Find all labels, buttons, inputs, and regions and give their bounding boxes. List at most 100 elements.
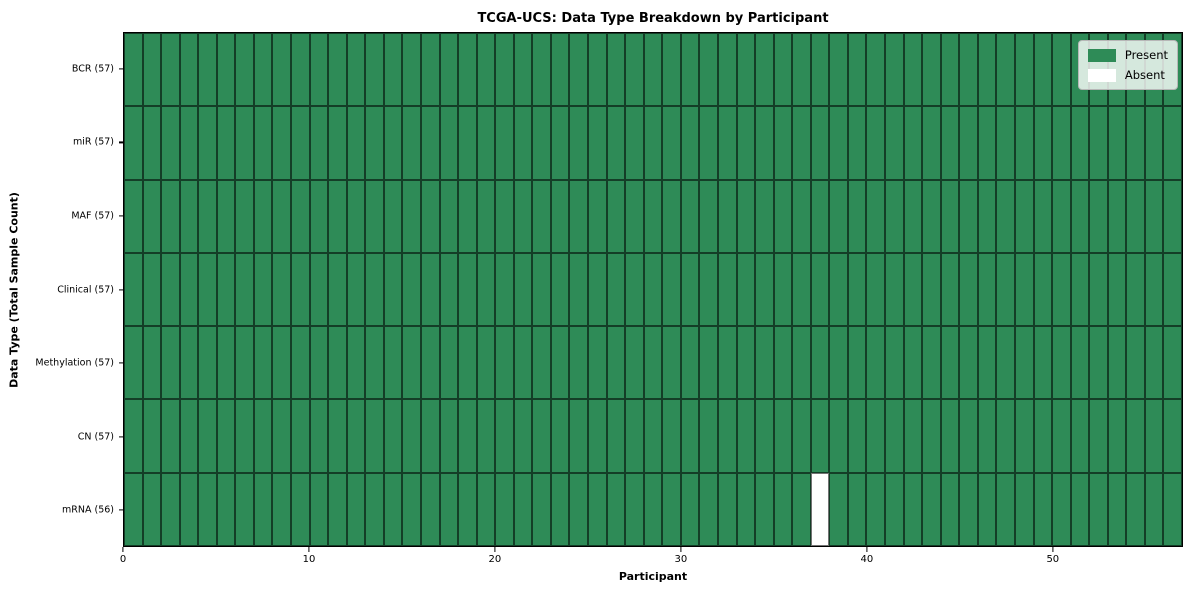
y-axis: BCR (57) miR (57) MAF (57) Clinical (57) Met…: [0, 32, 123, 547]
heatmap-cell: [513, 399, 533, 473]
heatmap-cell: [792, 399, 811, 473]
heatmap-cell: [1070, 252, 1090, 327]
heatmap-cell: [513, 472, 533, 546]
heatmap-cell: [885, 472, 904, 546]
heatmap-cell: [1144, 252, 1164, 327]
heatmap-cell: [198, 472, 217, 546]
heatmap-cell: [940, 326, 960, 400]
heatmap-cell: [1126, 179, 1145, 253]
heatmap-cell: [829, 399, 848, 473]
heatmap-cell: [1089, 179, 1108, 253]
heatmap-cell: [699, 106, 718, 180]
heatmap-cell: [1126, 106, 1145, 180]
heatmap-cell: [383, 179, 403, 253]
heatmap-cell: [717, 33, 737, 107]
heatmap-cell: [903, 179, 923, 253]
heatmap-cell: [291, 252, 310, 327]
heatmap-cell: [513, 179, 533, 253]
heatmap-cell: [792, 472, 811, 546]
heatmap-cell: [569, 326, 589, 400]
heatmap-cell: [1052, 179, 1071, 253]
heatmap-cell: [847, 106, 867, 180]
heatmap-cell: [476, 252, 496, 327]
heatmap-cell: [198, 326, 217, 400]
heatmap-cell: [588, 179, 607, 253]
heatmap-cell: [198, 252, 217, 327]
heatmap-cell: [513, 33, 533, 107]
heatmap-cell: [439, 252, 459, 327]
present-swatch: [1087, 48, 1116, 62]
heatmap-cell: [253, 179, 273, 253]
heatmap-cell: [1052, 399, 1071, 473]
heatmap-cell: [550, 252, 570, 327]
heatmap-cell: [736, 179, 756, 253]
heatmap-cell: [717, 179, 737, 253]
heatmap-cell: [625, 33, 644, 107]
heatmap-cell: [699, 399, 718, 473]
heatmap-cell: [977, 106, 997, 180]
heatmap-cell: [1052, 252, 1071, 327]
heatmap-cell: [1033, 106, 1053, 180]
x-tick-mark: [680, 547, 682, 552]
heatmap-cell: [606, 33, 626, 107]
heatmap-cell: [680, 33, 700, 107]
heatmap-cell: [458, 399, 477, 473]
heatmap-cell: [309, 472, 329, 546]
heatmap-cell: [1070, 106, 1090, 180]
heatmap-cell: [810, 252, 830, 327]
heatmap-cell: [216, 472, 236, 546]
heatmap-cell: [383, 252, 403, 327]
heatmap-cell: [643, 106, 663, 180]
heatmap-cell: [458, 472, 477, 546]
heatmap-cell: [346, 472, 366, 546]
heatmap-cell: [996, 399, 1015, 473]
heatmap-cell: [940, 472, 960, 546]
heatmap-cell: [179, 399, 199, 473]
heatmap-cell: [885, 399, 904, 473]
heatmap-cell: [476, 326, 496, 400]
heatmap-cell: [1052, 33, 1071, 107]
heatmap-cell: [996, 326, 1015, 400]
heatmap-cell: [829, 33, 848, 107]
y-tick-mark: [118, 509, 123, 511]
heatmap-cell: [532, 252, 551, 327]
heatmap-cell: [940, 33, 960, 107]
heatmap-cell: [550, 472, 570, 546]
heatmap-cell: [346, 252, 366, 327]
heatmap-cell: [977, 399, 997, 473]
heatmap-cell: [847, 326, 867, 400]
heatmap-cell: [1163, 326, 1182, 400]
heatmap-cell: [588, 472, 607, 546]
heatmap-cell: [847, 472, 867, 546]
heatmap-cell: [810, 33, 830, 107]
heatmap-cell: [922, 33, 941, 107]
heatmap-cell: [142, 179, 162, 253]
heatmap-cell: [532, 33, 551, 107]
legend-entry-absent: Absent: [1087, 68, 1168, 82]
heatmap-cell: [866, 326, 886, 400]
y-tick-label: miR (57): [72, 136, 114, 148]
heatmap-cell: [291, 106, 310, 180]
heatmap-cell: [959, 33, 978, 107]
heatmap-cell: [1033, 252, 1053, 327]
heatmap-cell: [383, 106, 403, 180]
heatmap-cell: [513, 252, 533, 327]
heatmap-cell: [922, 326, 941, 400]
heatmap-cell: [216, 33, 236, 107]
heatmap-cell: [903, 33, 923, 107]
heatmap-cell: [142, 33, 162, 107]
heatmap-cell: [680, 326, 700, 400]
heatmap-cell: [755, 399, 774, 473]
heatmap-cell: [1014, 472, 1034, 546]
heatmap-cell: [235, 326, 254, 400]
heatmap-cell: [810, 326, 830, 400]
heatmap-cell: [773, 472, 793, 546]
y-tick-label: Methylation (57): [35, 357, 114, 369]
heatmap-cell: [1089, 399, 1108, 473]
heatmap-cell: [755, 472, 774, 546]
heatmap-cell: [476, 33, 496, 107]
heatmap-cell: [1144, 179, 1164, 253]
heatmap-cell: [439, 399, 459, 473]
x-tick-mark: [122, 547, 124, 552]
heatmap-cell: [476, 472, 496, 546]
